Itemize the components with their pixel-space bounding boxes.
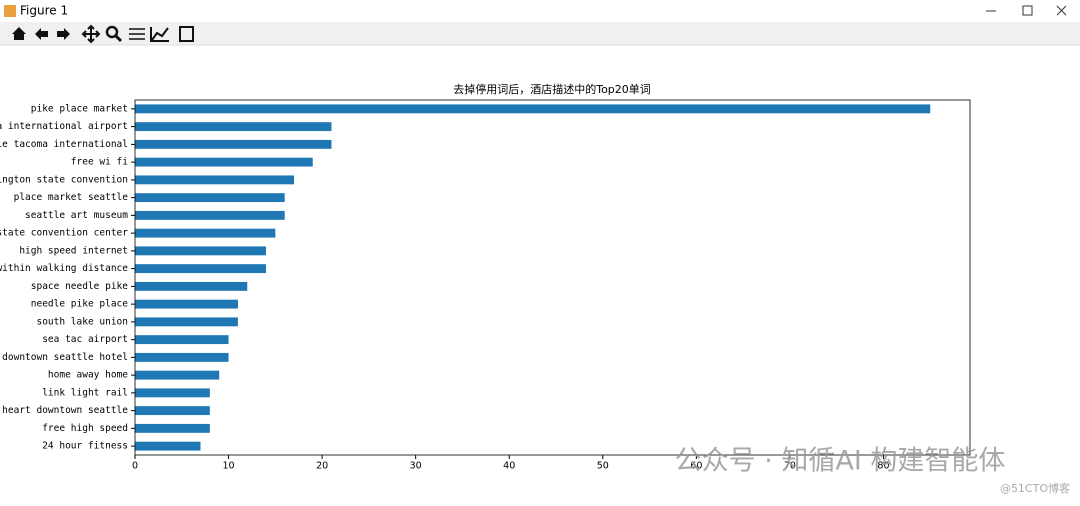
y-tick-label: pike place market <box>31 103 128 114</box>
y-tick-label: sea tac airport <box>42 334 128 345</box>
y-tick-label: seattle art museum <box>25 210 128 221</box>
toolbar <box>0 22 1080 45</box>
bar <box>135 228 276 238</box>
bar <box>135 104 931 114</box>
window-title: Figure 1 <box>20 4 68 18</box>
bar <box>135 281 248 291</box>
bar <box>135 193 285 203</box>
y-tick-label: heart downtown seattle <box>2 405 128 416</box>
y-tick-label: needle pike place <box>31 299 129 310</box>
app-icon <box>4 5 16 17</box>
x-tick-label: 70 <box>784 461 796 472</box>
bar <box>135 246 266 256</box>
y-tick-label: 24 hour fitness <box>42 441 128 452</box>
y-tick-label: tacoma international airport <box>0 121 128 132</box>
close-button[interactable] <box>1056 5 1067 16</box>
bar <box>135 317 238 327</box>
y-tick-label: home away home <box>48 370 128 381</box>
y-tick-label: link light rail <box>42 387 128 398</box>
x-tick-label: 60 <box>690 461 702 472</box>
bar <box>135 139 332 149</box>
forward-button[interactable] <box>57 28 70 40</box>
x-tick-label: 10 <box>223 461 235 472</box>
watermark: 公众号 · 知循AI 构建智能体 <box>675 446 1006 477</box>
y-tick-label: state convention center <box>0 228 128 239</box>
bar <box>135 122 332 132</box>
y-tick-label: free wi fi <box>71 157 128 168</box>
x-tick-label: 80 <box>877 461 889 472</box>
plot-frame <box>134 99 971 456</box>
corner-watermark: @51CTO博客 <box>1000 481 1070 495</box>
bar <box>135 210 285 220</box>
y-tick-label: downtown seattle hotel <box>2 352 128 363</box>
bar <box>135 441 201 451</box>
y-tick-label: high speed internet <box>19 245 128 256</box>
y-tick-label: south lake union <box>36 316 128 327</box>
x-tick-label: 50 <box>597 461 609 472</box>
home-button[interactable] <box>12 27 26 40</box>
bar <box>135 157 313 167</box>
y-tick-label: seattle tacoma international <box>0 139 128 150</box>
x-tick-label: 40 <box>503 461 515 472</box>
bar <box>135 370 220 380</box>
bar <box>135 406 210 416</box>
zoom-handle <box>114 34 123 43</box>
y-tick-label: space needle pike <box>31 281 129 292</box>
x-tick-label: 0 <box>132 461 138 472</box>
x-tick-label: 20 <box>316 461 328 472</box>
edit-axis-button[interactable] <box>150 27 169 42</box>
maximize-button[interactable] <box>1022 5 1033 16</box>
pan-button[interactable] <box>81 24 101 44</box>
bar <box>135 299 238 309</box>
bar <box>135 264 266 274</box>
bar <box>135 352 229 362</box>
bar <box>135 175 295 185</box>
y-tick-label: place market seattle <box>14 192 129 203</box>
y-tick-label: free high speed <box>42 423 128 434</box>
bar <box>135 335 229 345</box>
zoom-button[interactable] <box>105 25 119 39</box>
x-tick-label: 30 <box>410 461 422 472</box>
save-button[interactable] <box>179 26 194 42</box>
bar <box>135 388 210 398</box>
title-bar <box>0 0 1080 22</box>
back-button[interactable] <box>35 28 48 40</box>
subplots-button[interactable] <box>129 28 145 40</box>
chart-title: 去掉停用词后，酒店描述中的Top20单词 <box>453 82 651 96</box>
bar <box>135 423 210 433</box>
y-tick-label: washington state convention <box>0 174 128 185</box>
y-tick-label: within walking distance <box>0 263 128 274</box>
